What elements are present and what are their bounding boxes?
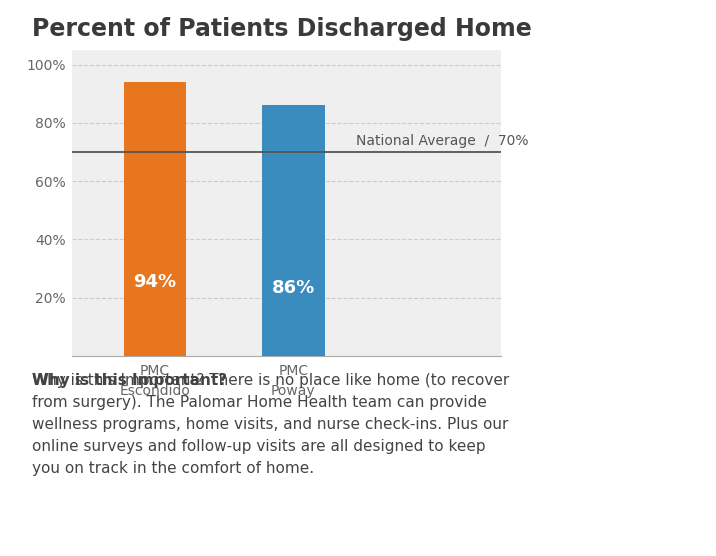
Bar	[124, 82, 186, 356]
Bar	[262, 106, 324, 356]
Text: Percent of Patients Discharged Home: Percent of Patients Discharged Home	[32, 17, 532, 41]
Text: National Average  /  70%: National Average / 70%	[356, 133, 528, 147]
Text: 86%: 86%	[271, 279, 315, 297]
Text: Why is this Important?: Why is this Important?	[32, 373, 228, 388]
Text: Why is this Important? There is no place like home (to recover
from surgery). Th: Why is this Important? There is no place…	[32, 373, 510, 476]
Text: 94%: 94%	[133, 273, 176, 291]
